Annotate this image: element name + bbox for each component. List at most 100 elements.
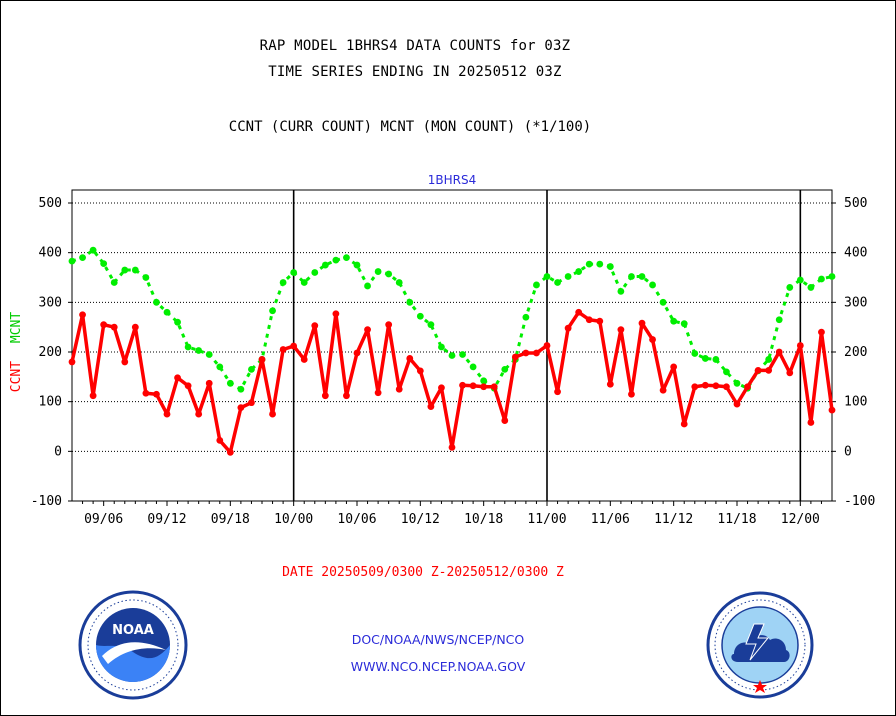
- data-point-mcnt: [522, 313, 530, 321]
- data-point-ccnt: [205, 379, 213, 387]
- data-point-mcnt: [438, 343, 445, 351]
- y-tick-label-right: 100: [844, 395, 867, 410]
- data-point-mcnt: [585, 260, 593, 268]
- noaa-logo: NOAA: [78, 590, 188, 700]
- x-tick-label: 11/06: [591, 512, 630, 527]
- data-point-mcnt: [543, 273, 551, 280]
- data-point-ccnt: [290, 342, 298, 350]
- data-point-ccnt: [628, 390, 635, 398]
- data-point-ccnt: [142, 389, 150, 397]
- data-point-mcnt: [343, 254, 350, 262]
- y-tick-label-right: 200: [844, 345, 867, 360]
- data-point-ccnt: [195, 410, 203, 418]
- data-point-mcnt: [701, 355, 709, 362]
- data-point-ccnt: [680, 420, 688, 428]
- data-point-mcnt: [163, 308, 171, 316]
- y-axis-left: -100 0 100 200 300 400 500: [31, 196, 72, 509]
- data-point-mcnt: [374, 268, 382, 275]
- data-point-ccnt: [448, 443, 456, 451]
- data-point-mcnt: [427, 321, 435, 329]
- x-tick-label: 10/12: [401, 512, 440, 527]
- data-point-mcnt: [300, 279, 308, 286]
- x-tick-label: 11/00: [527, 512, 566, 527]
- data-point-mcnt: [828, 273, 836, 280]
- data-point-ccnt: [818, 328, 825, 336]
- data-point-ccnt: [332, 310, 340, 318]
- series-ccnt: [68, 308, 836, 456]
- data-point-ccnt: [701, 381, 709, 389]
- data-point-mcnt: [205, 351, 213, 358]
- x-tick-label: 10/06: [337, 512, 376, 527]
- data-point-ccnt: [575, 308, 583, 316]
- data-point-ccnt: [416, 367, 424, 375]
- data-point-mcnt: [723, 368, 730, 376]
- data-point-mcnt: [153, 298, 160, 306]
- data-point-ccnt: [554, 388, 561, 396]
- data-point-ccnt: [226, 448, 234, 456]
- x-tick-label: 09/12: [147, 512, 186, 527]
- data-point-mcnt: [765, 356, 773, 363]
- footer-link-www[interactable]: WWW.NCO.NCEP.NOAA.GOV: [350, 659, 526, 674]
- data-point-ccnt: [543, 342, 551, 349]
- data-point-ccnt: [511, 353, 519, 361]
- data-point-mcnt: [269, 307, 276, 315]
- data-point-ccnt: [258, 356, 266, 363]
- data-point-mcnt: [406, 298, 414, 306]
- data-point-ccnt: [649, 336, 656, 343]
- y-tick-label-left: 200: [39, 345, 62, 360]
- data-point-ccnt: [216, 437, 224, 444]
- grid-lines: [72, 202, 832, 452]
- series-layer: [68, 246, 836, 456]
- data-point-mcnt: [533, 281, 540, 289]
- data-point-mcnt: [786, 284, 794, 291]
- y-tick-label-right: 500: [844, 196, 867, 211]
- data-point-ccnt: [163, 410, 171, 418]
- data-point-mcnt: [174, 318, 181, 326]
- data-point-mcnt: [564, 273, 572, 280]
- data-point-mcnt: [606, 263, 614, 270]
- data-point-mcnt: [311, 269, 319, 276]
- data-point-ccnt: [353, 349, 361, 357]
- data-point-ccnt: [248, 399, 255, 407]
- data-point-ccnt: [533, 349, 540, 357]
- y-tick-label-left: 300: [39, 295, 62, 310]
- x-tick-label: 10/18: [464, 512, 503, 527]
- footer-link-doc[interactable]: DOC/NOAA/NWS/NCEP/NCO: [351, 632, 525, 647]
- data-point-mcnt: [733, 379, 741, 387]
- data-point-ccnt: [343, 392, 350, 400]
- time-series-chart: -100 0 100 200 300 400 500 -100 0 100 200 300 400 50…: [9, 173, 875, 527]
- data-point-ccnt: [321, 392, 329, 400]
- data-point-ccnt: [174, 374, 181, 382]
- x-tick-label: 11/18: [717, 512, 756, 527]
- data-point-mcnt: [131, 266, 139, 274]
- data-point-ccnt: [89, 392, 97, 400]
- x-tick-label: 09/18: [211, 512, 250, 527]
- data-point-ccnt: [153, 390, 160, 398]
- data-point-ccnt: [807, 419, 815, 426]
- data-point-ccnt: [501, 417, 509, 424]
- data-point-ccnt: [617, 326, 625, 334]
- series-mcnt: [68, 246, 836, 393]
- data-point-ccnt: [469, 382, 477, 390]
- data-point-mcnt: [226, 379, 234, 387]
- y-axis-right: -100 0 100 200 300 400 500: [832, 196, 875, 509]
- data-point-ccnt: [596, 317, 604, 325]
- data-point-ccnt: [775, 348, 783, 356]
- data-point-mcnt: [818, 275, 825, 283]
- data-point-ccnt: [480, 383, 488, 391]
- x-tick-label: 10/00: [274, 512, 313, 527]
- data-point-mcnt: [775, 316, 783, 324]
- data-point-mcnt: [100, 260, 108, 267]
- data-point-ccnt: [406, 355, 414, 362]
- data-point-ccnt: [110, 323, 118, 331]
- data-point-mcnt: [395, 279, 403, 286]
- data-point-ccnt: [638, 319, 646, 327]
- data-point-mcnt: [638, 273, 646, 280]
- data-point-ccnt: [564, 324, 572, 332]
- data-point-mcnt: [279, 279, 287, 286]
- data-point-ccnt: [754, 366, 762, 374]
- y-tick-label-right: -100: [844, 494, 875, 509]
- date-range: DATE 20250509/0300 Z-20250512/0300 Z: [282, 565, 564, 580]
- data-point-mcnt: [575, 268, 583, 275]
- x-tick-label: 11/12: [654, 512, 693, 527]
